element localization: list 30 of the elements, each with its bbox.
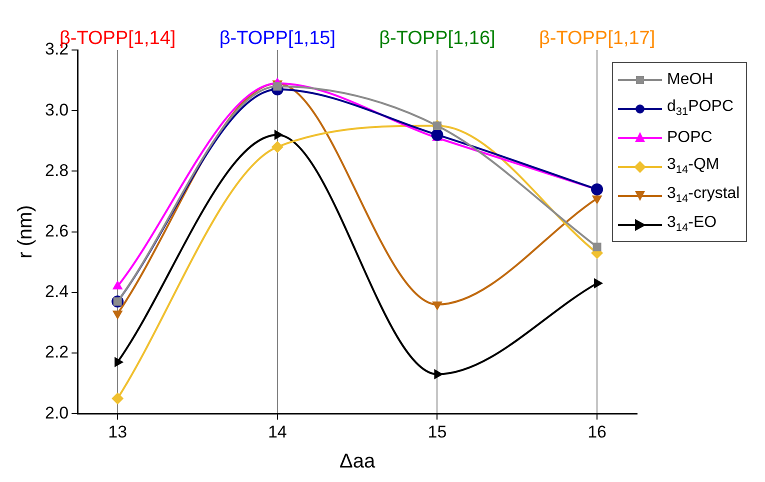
- legend-label: 3$_{14}$-QM: [667, 156, 720, 176]
- text: β-TOPP[1,15]: [219, 28, 336, 49]
- point: [592, 242, 602, 252]
- y-tick-label: 2.0: [44, 403, 69, 422]
- point: [114, 356, 124, 368]
- y-tick-label: 2.2: [44, 342, 69, 362]
- y-tick-label: 2.8: [44, 160, 69, 180]
- point: [591, 183, 604, 196]
- text: β-TOPP[1,17]: [538, 28, 656, 49]
- point: [434, 369, 444, 380]
- x-tick-label: 16: [588, 422, 607, 442]
- x-tick-label: 14: [268, 422, 287, 442]
- legend-label: d$_{31}$POPC: [667, 98, 734, 118]
- legend-label: 3$_{14}$-EO: [667, 214, 717, 234]
- point: [112, 392, 124, 404]
- legend-label: 3$_{14}$-crystal: [667, 184, 740, 206]
- point: [592, 195, 602, 204]
- legend-label: POPC: [667, 128, 712, 146]
- x-axis-title: Δaa: [340, 450, 376, 473]
- y-tick-label: 2.4: [44, 282, 69, 302]
- x-tick-label: 15: [428, 422, 447, 442]
- legend-label: MeOH: [667, 70, 714, 88]
- x-tick-label: 13: [108, 422, 128, 442]
- text: β-TOPP[1,16]: [379, 28, 496, 49]
- point: [271, 140, 284, 153]
- point: [274, 130, 284, 140]
- y-tick-label: 2.6: [44, 221, 69, 240]
- y-axis-title: r (nm): [14, 205, 37, 258]
- y-tick-label: 3.0: [44, 100, 69, 120]
- point: [431, 128, 444, 141]
